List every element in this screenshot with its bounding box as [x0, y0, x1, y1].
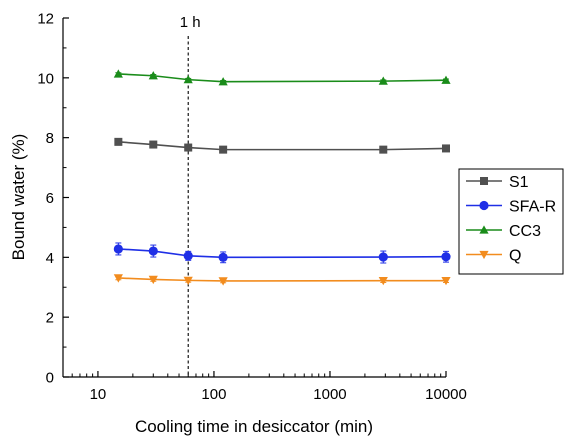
data-point — [441, 75, 451, 84]
series-line — [118, 141, 447, 151]
legend-box — [458, 168, 564, 275]
x-axis-label: Cooling time in desiccator (min) — [135, 417, 373, 436]
data-point — [148, 71, 158, 80]
data-point — [183, 251, 193, 261]
data-point — [183, 75, 193, 84]
data-point — [442, 144, 450, 153]
legend-label: SFA-R — [509, 199, 556, 216]
data-point — [378, 76, 388, 85]
legend-marker — [480, 177, 488, 185]
series-line — [118, 73, 447, 83]
data-point — [183, 276, 193, 285]
y-tick-label: 4 — [46, 250, 54, 267]
x-tick-label: 100 — [201, 386, 226, 403]
legend-item-cc3: CC3 — [466, 223, 541, 240]
legend-marker — [479, 225, 489, 234]
series-line — [118, 277, 446, 282]
data-point — [378, 252, 388, 262]
y-tick-label: 2 — [46, 310, 54, 327]
y-ticks: 0 2 4 6 8 10 12 — [37, 11, 69, 387]
data-point — [113, 244, 123, 254]
legend-marker — [479, 250, 489, 260]
x-ticks: 10 100 1000 10000 — [62, 371, 467, 403]
annotations: 1 h — [180, 14, 201, 377]
y-tick-label: 6 — [46, 190, 54, 207]
x-tick-label: 10 — [90, 386, 107, 403]
series-q — [113, 274, 451, 286]
series-cc3 — [113, 69, 451, 86]
data-point — [441, 252, 451, 262]
series-sfa-r — [113, 242, 451, 264]
data-point — [148, 275, 158, 285]
legend-label: CC3 — [509, 223, 541, 240]
series-group — [113, 69, 451, 286]
data-point — [378, 276, 388, 286]
data-point — [149, 140, 158, 149]
data-point — [114, 137, 123, 146]
legend: S1 SFA-R CC3 Q — [458, 168, 564, 275]
series-line — [118, 248, 447, 259]
data-point — [148, 246, 158, 256]
data-point — [219, 145, 228, 154]
legend-item-s1: S1 — [466, 174, 529, 191]
series-s1 — [114, 137, 450, 154]
x-tick-label: 1000 — [313, 386, 346, 403]
legend-item-q: Q — [466, 248, 521, 265]
legend-item-sfa-r: SFA-R — [466, 199, 556, 216]
data-point — [113, 274, 123, 283]
y-tick-label: 12 — [37, 11, 54, 28]
data-point — [218, 77, 228, 86]
plot-area: 10 100 1000 10000 0 2 4 6 8 10 12 1 h — [37, 11, 467, 404]
data-point — [184, 143, 193, 152]
legend-marker — [479, 200, 489, 211]
annotation-1h-label: 1 h — [180, 14, 201, 31]
data-point — [218, 277, 228, 286]
data-point — [218, 252, 228, 262]
y-tick-label: 8 — [46, 130, 54, 147]
data-point — [379, 145, 388, 154]
data-point — [113, 69, 123, 78]
x-tick-label: 10000 — [425, 386, 467, 403]
data-point — [441, 276, 451, 286]
legend-label: Q — [509, 248, 521, 265]
y-tick-label: 10 — [37, 70, 54, 87]
y-axis-label: Bound water (%) — [9, 134, 28, 261]
legend-label: S1 — [509, 174, 529, 191]
y-tick-label: 0 — [46, 370, 54, 387]
